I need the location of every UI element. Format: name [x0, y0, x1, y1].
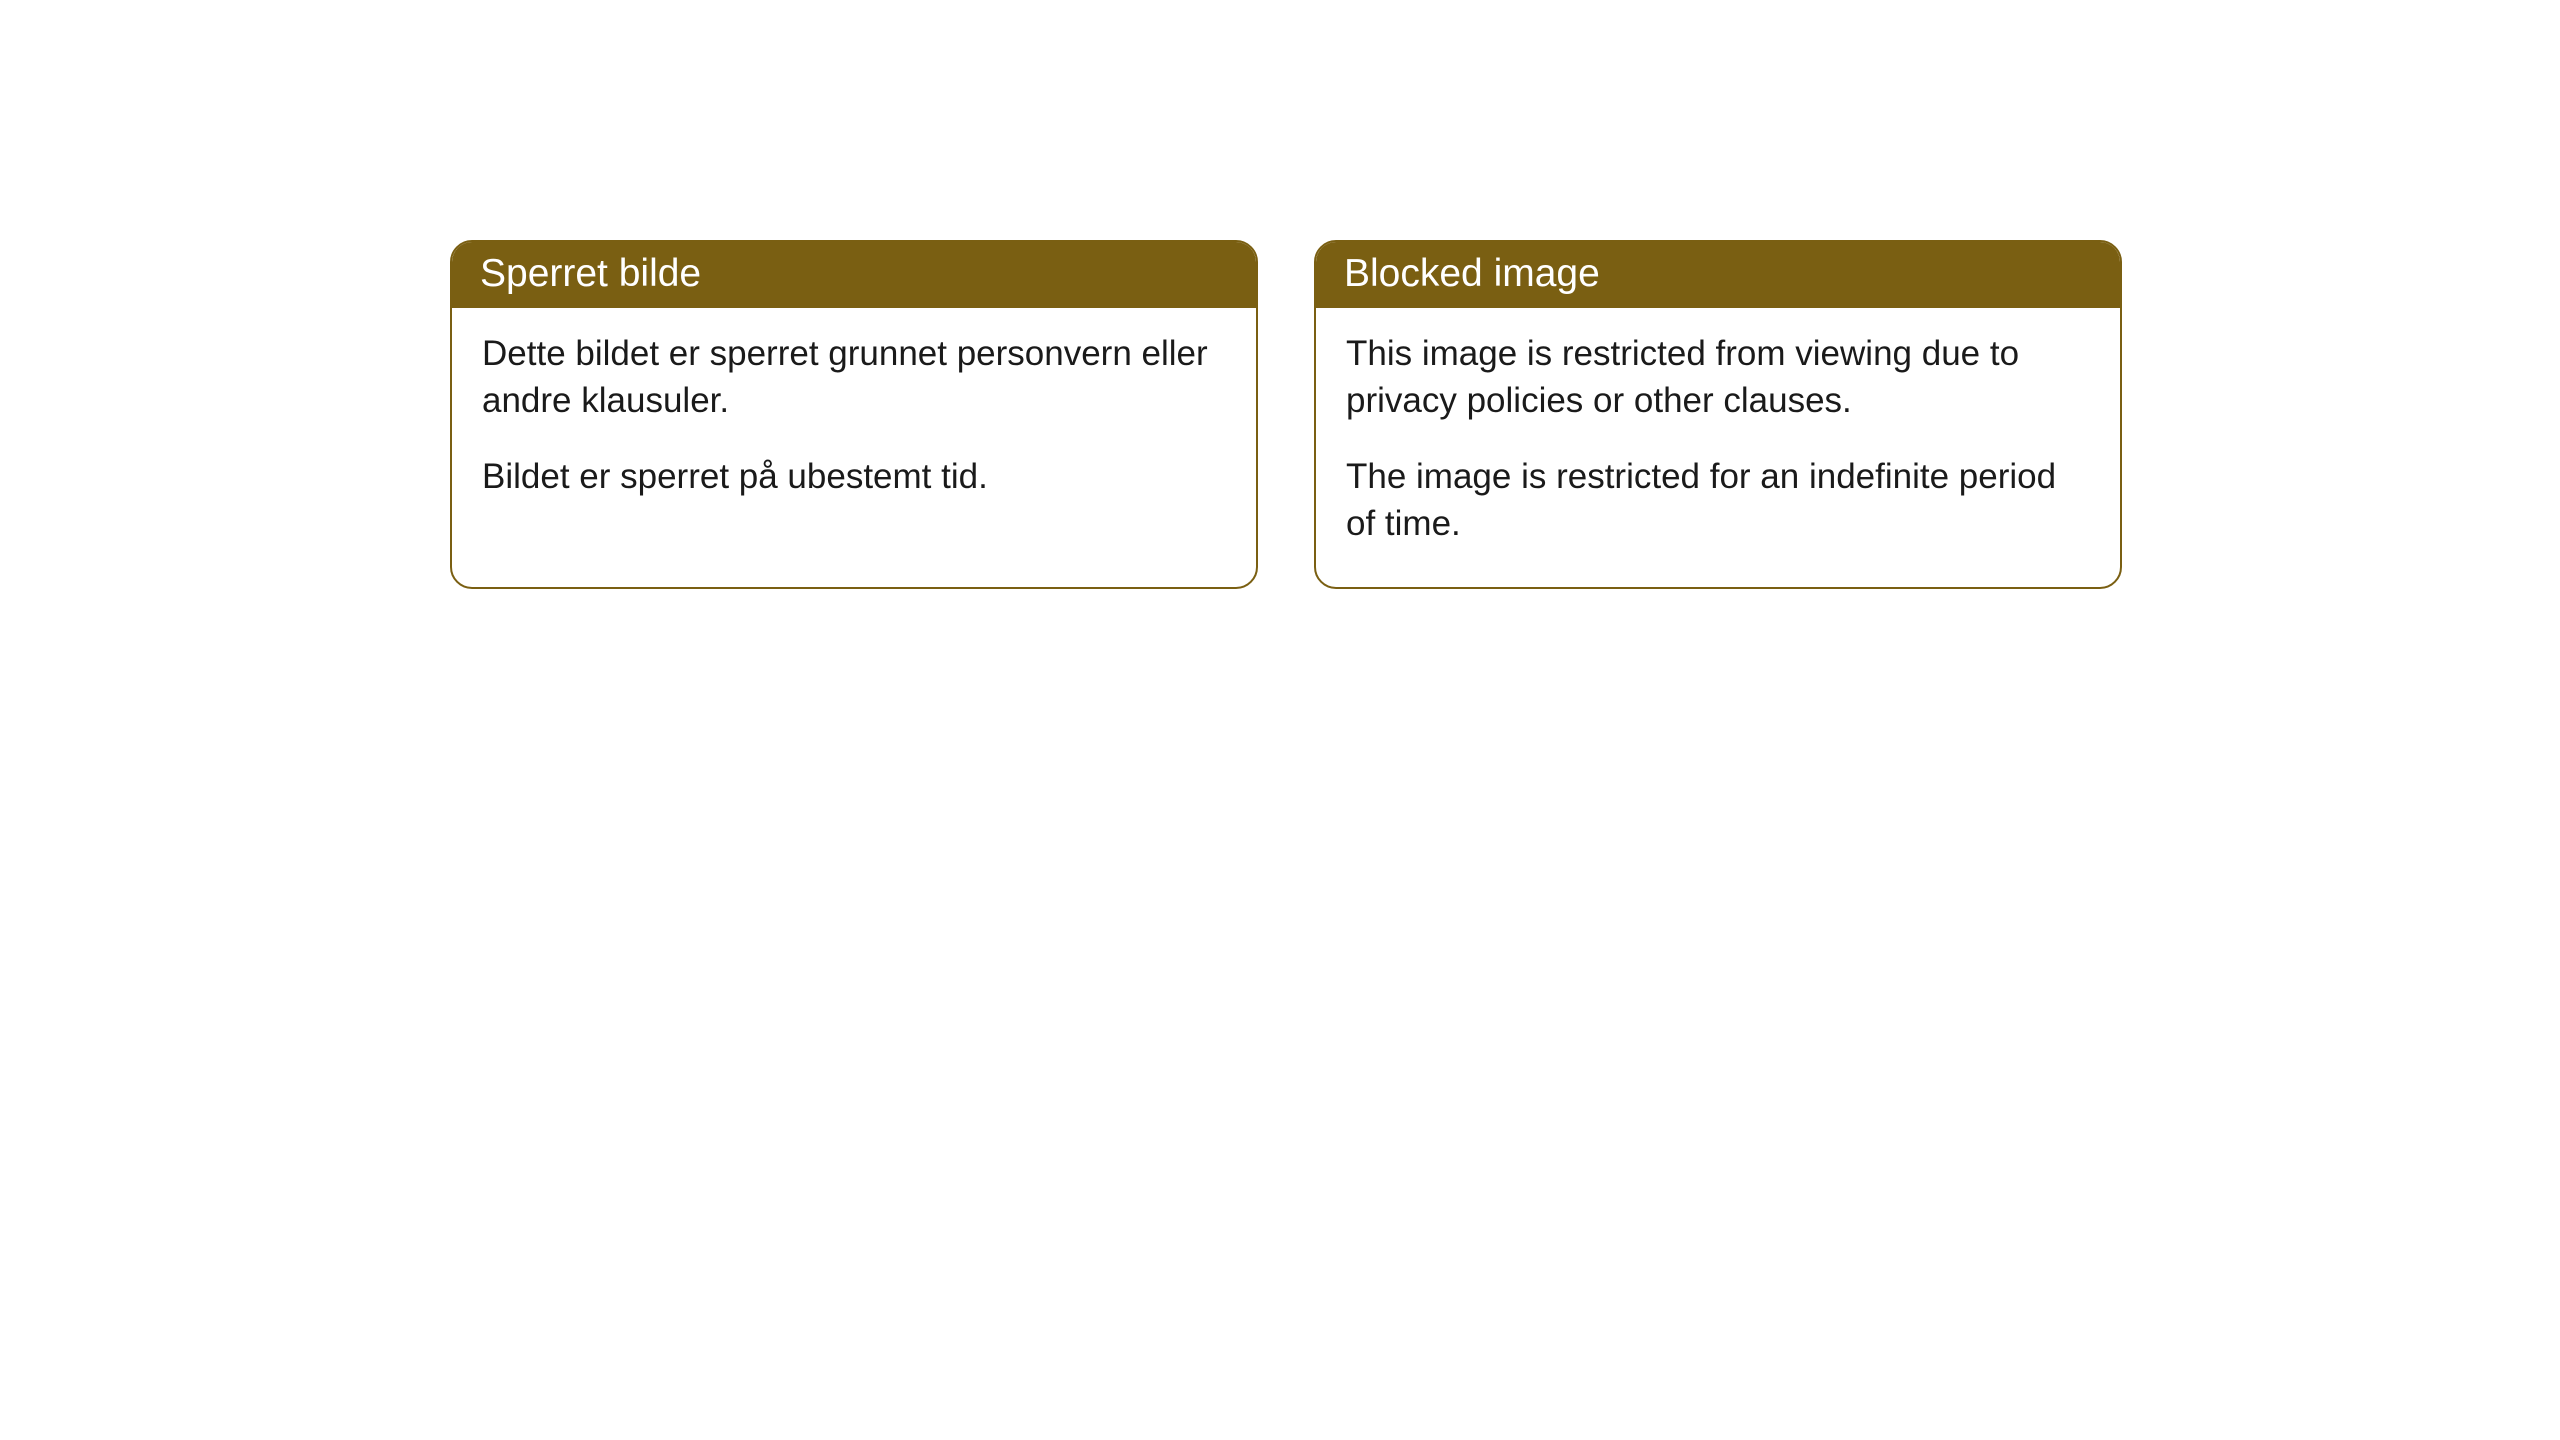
card-paragraph-2-no: Bildet er sperret på ubestemt tid. — [482, 453, 1226, 500]
card-paragraph-1-en: This image is restricted from viewing du… — [1346, 330, 2090, 425]
blocked-image-card-en: Blocked image This image is restricted f… — [1314, 240, 2122, 589]
card-header-en: Blocked image — [1316, 242, 2120, 308]
blocked-image-card-no: Sperret bilde Dette bildet er sperret gr… — [450, 240, 1258, 589]
card-body-no: Dette bildet er sperret grunnet personve… — [452, 308, 1256, 540]
card-paragraph-1-no: Dette bildet er sperret grunnet personve… — [482, 330, 1226, 425]
card-body-en: This image is restricted from viewing du… — [1316, 308, 2120, 587]
card-paragraph-2-en: The image is restricted for an indefinit… — [1346, 453, 2090, 548]
notice-cards-container: Sperret bilde Dette bildet er sperret gr… — [450, 240, 2122, 589]
card-header-no: Sperret bilde — [452, 242, 1256, 308]
